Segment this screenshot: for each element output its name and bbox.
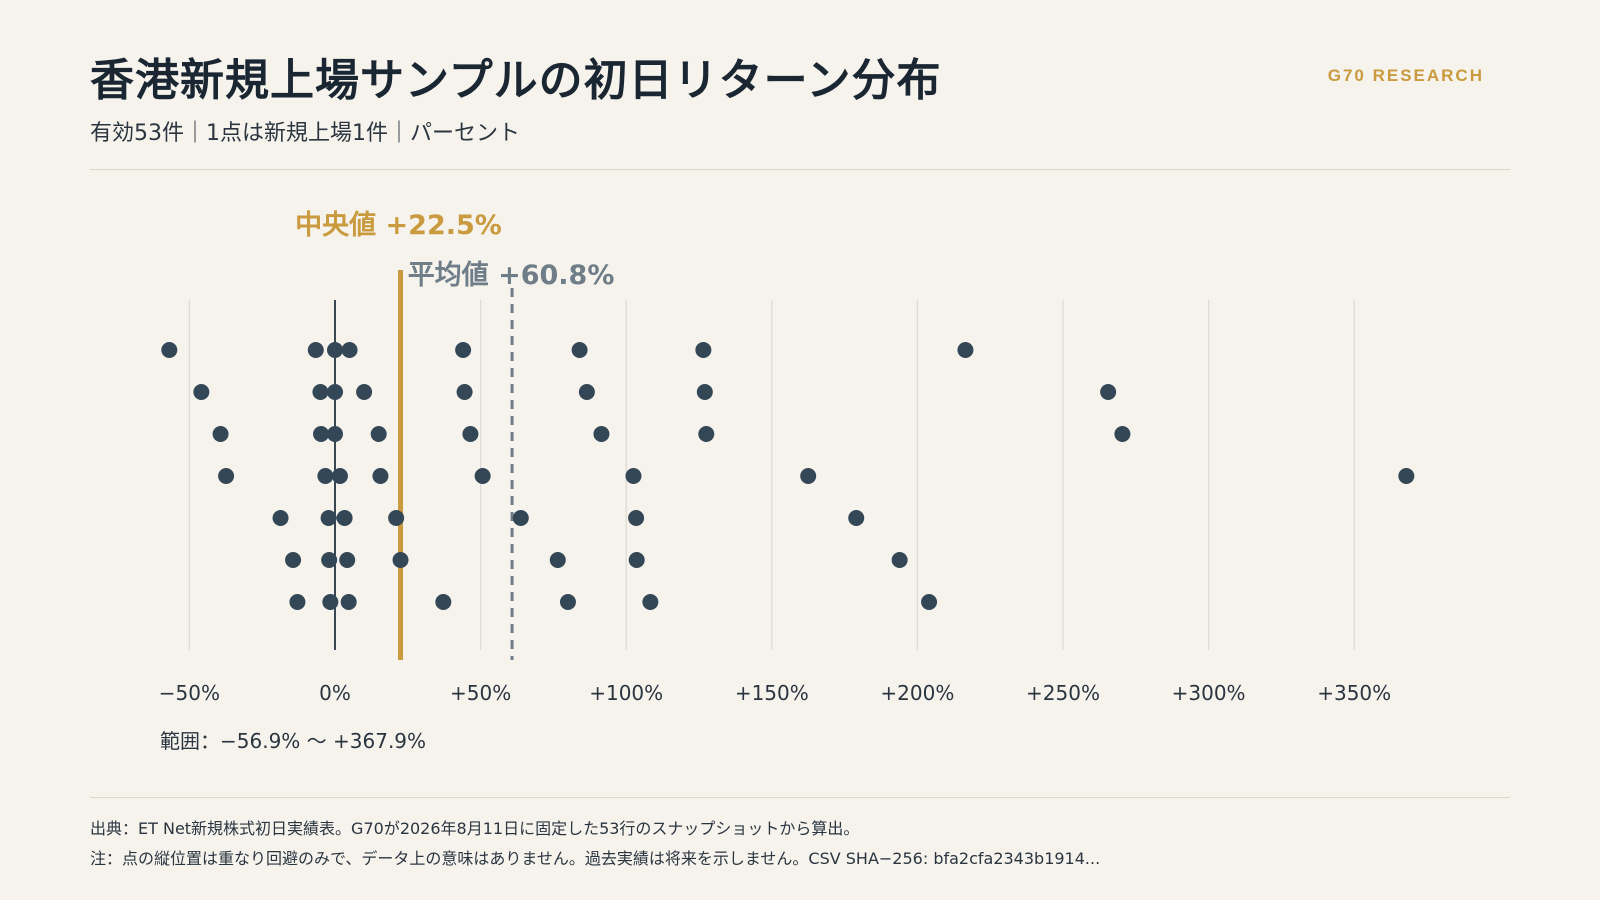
data-point xyxy=(218,468,235,484)
data-point xyxy=(322,594,339,610)
data-point xyxy=(193,384,210,400)
data-point xyxy=(462,426,479,442)
data-point xyxy=(331,468,348,484)
x-tick-label: +250% xyxy=(1026,681,1100,705)
data-point xyxy=(549,552,566,568)
data-point xyxy=(340,594,357,610)
data-point xyxy=(921,594,938,610)
data-point xyxy=(161,342,178,358)
data-point xyxy=(272,510,289,526)
data-point xyxy=(341,342,358,358)
header-divider xyxy=(90,169,1510,170)
data-point xyxy=(320,510,337,526)
x-tick-label: +300% xyxy=(1172,681,1246,705)
data-point xyxy=(356,384,373,400)
median-label: 中央値 +22.5% xyxy=(295,210,502,241)
disclaimer-note: 注：点の縦位置は重なり回避のみで、データ上の意味はありません。過去実績は将来を示… xyxy=(90,849,1101,868)
data-point xyxy=(696,384,713,400)
data-point xyxy=(321,552,338,568)
footer-divider xyxy=(90,797,1510,798)
data-point xyxy=(1114,426,1131,442)
data-point xyxy=(370,426,387,442)
x-tick-label: +200% xyxy=(880,681,954,705)
data-point xyxy=(957,342,974,358)
data-point xyxy=(642,594,659,610)
data-point xyxy=(698,426,715,442)
data-point xyxy=(578,384,595,400)
data-point xyxy=(312,384,329,400)
data-point xyxy=(559,594,576,610)
data-point xyxy=(571,342,588,358)
data-point xyxy=(307,342,324,358)
data-point xyxy=(474,468,491,484)
x-tick-label: −50% xyxy=(159,681,220,705)
data-point xyxy=(317,468,334,484)
data-point xyxy=(695,342,712,358)
data-point xyxy=(1100,384,1117,400)
data-point xyxy=(285,552,302,568)
dot-plot: −50% 0% +50% +100% +150% +200% +250% +300% +350%… xyxy=(159,210,1415,705)
data-point xyxy=(212,426,229,442)
x-tick-label: +150% xyxy=(735,681,809,705)
data-point xyxy=(456,384,473,400)
data-point xyxy=(512,510,529,526)
data-point xyxy=(455,342,472,358)
data-point xyxy=(848,510,865,526)
data-point xyxy=(327,426,343,442)
data-point xyxy=(1398,468,1415,484)
data-point xyxy=(289,594,306,610)
data-point xyxy=(628,552,645,568)
data-point xyxy=(339,552,356,568)
mean-label: 平均値 +60.8% xyxy=(408,260,615,291)
data-point xyxy=(392,552,409,568)
x-tick-label: +350% xyxy=(1317,681,1391,705)
data-point xyxy=(628,510,645,526)
x-tick-label: +50% xyxy=(450,681,511,705)
data-point xyxy=(891,552,908,568)
data-point xyxy=(435,594,452,610)
chart-title: 香港新規上場サンプルの初日リターン分布 xyxy=(90,55,942,106)
data-point xyxy=(313,426,330,442)
data-point xyxy=(625,468,642,484)
data-point xyxy=(336,510,353,526)
data-point xyxy=(327,384,343,400)
data-point xyxy=(388,510,405,526)
x-tick-label: 0% xyxy=(319,681,351,705)
data-point xyxy=(593,426,610,442)
x-tick-label: +100% xyxy=(589,681,663,705)
source-note: 出典：ET Net新規株式初日実績表。G70が2026年8月11日に固定した53… xyxy=(90,819,860,838)
range-label: 範囲：−56.9% 〜 +367.9% xyxy=(160,729,427,753)
data-point xyxy=(800,468,817,484)
data-point xyxy=(372,468,389,484)
chart-subtitle: 有効53件｜1点は新規上場1件｜パーセント xyxy=(90,121,520,146)
brand-label: G70 RESEARCH xyxy=(1327,66,1484,85)
data-point xyxy=(327,342,343,358)
